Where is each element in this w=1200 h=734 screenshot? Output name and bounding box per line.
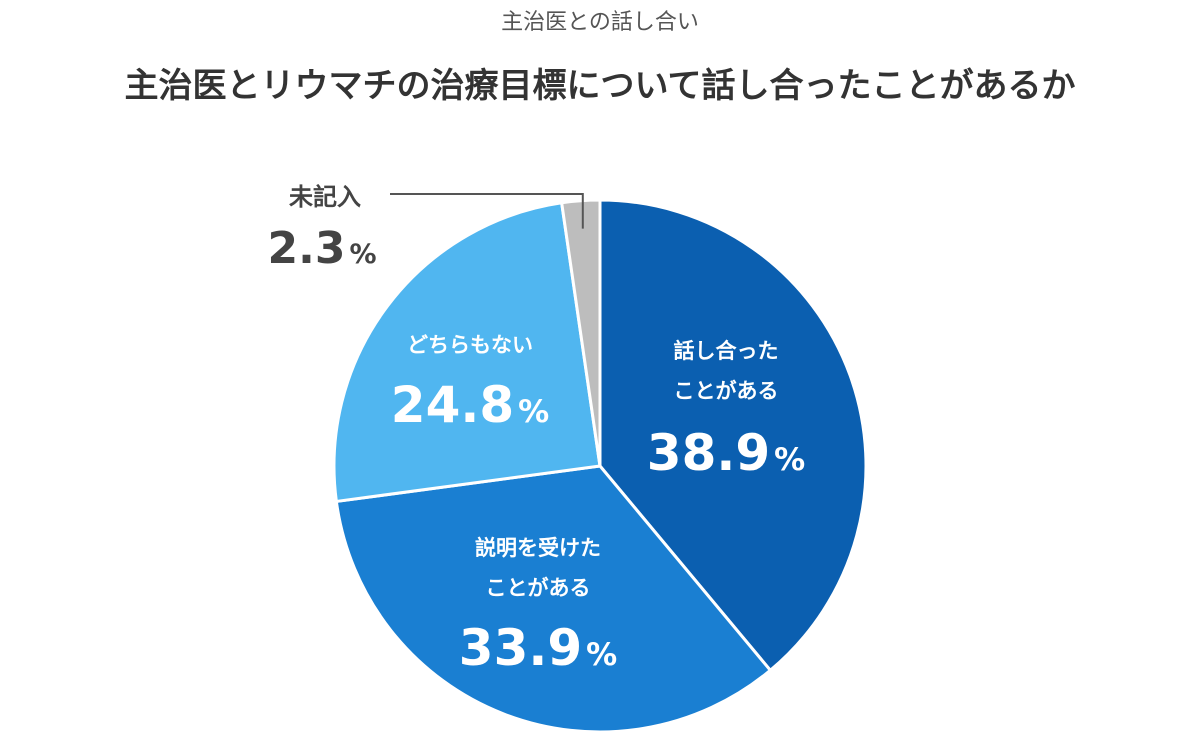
chart-subtitle: 主治医との話し合い [501, 10, 699, 35]
slice-value-3: 2.3% [267, 223, 376, 274]
callout-line [390, 193, 584, 229]
slice-label-1-line-0: 説明を受けた [475, 536, 601, 560]
pie-slice-0 [598, 198, 868, 672]
slice-label-0-line-1: ことがある [674, 379, 779, 403]
callout-line-group [390, 193, 584, 229]
pie-slice-3 [560, 198, 602, 468]
slice-label-3-line-0: 未記入 [289, 183, 361, 211]
slice-value-2: 24.8% [391, 376, 549, 434]
slice-value-1: 33.9% [459, 619, 617, 677]
slice-label-2-line-0: どちらもない [407, 333, 533, 357]
slice-label-0-line-0: 話し合った [674, 339, 779, 363]
pie-slices [332, 198, 868, 734]
slice-value-0: 38.9% [647, 424, 805, 482]
pie-slice-1 [334, 464, 772, 734]
pie-slice-2 [332, 201, 602, 503]
chart-title: 主治医とリウマチの治療目標について話し合ったことがあるか [124, 66, 1076, 106]
slice-label-1-line-1: ことがある [486, 576, 591, 600]
